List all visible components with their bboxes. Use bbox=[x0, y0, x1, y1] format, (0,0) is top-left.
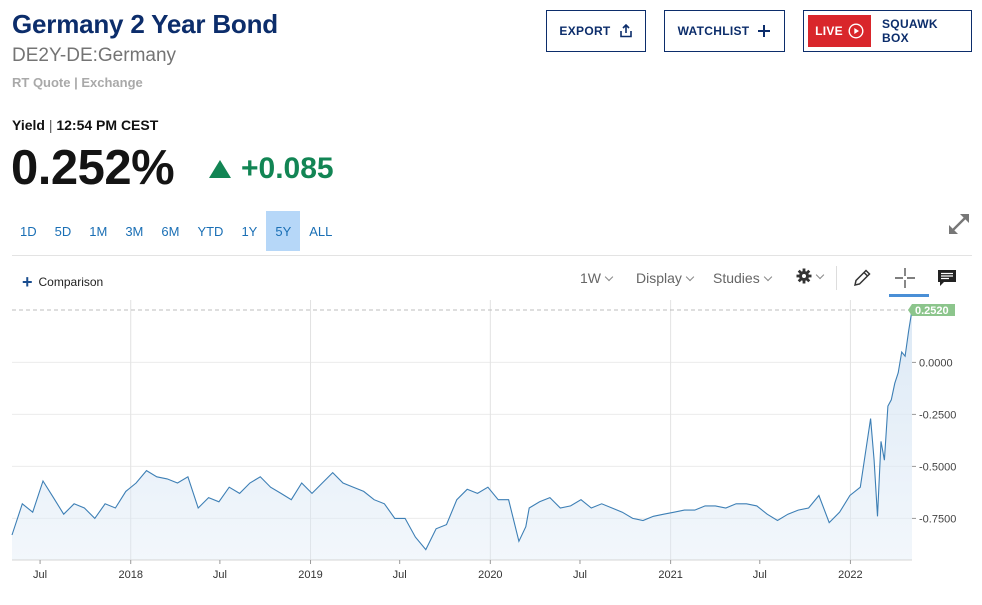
quote-type: Yield bbox=[12, 117, 45, 133]
range-3m-button[interactable]: 3M bbox=[125, 223, 144, 239]
gear-icon bbox=[796, 268, 812, 284]
notes-icon[interactable] bbox=[935, 266, 959, 290]
range-all-button[interactable]: ALL bbox=[309, 223, 333, 239]
play-circle-icon bbox=[848, 23, 864, 39]
yield-chart[interactable]: 0.2520 0.0000 -0.2500 -0.5000 -0.7500 Jul 2018… bbox=[0, 296, 982, 605]
range-1d-button[interactable]: 1D bbox=[20, 223, 37, 239]
page-title: Germany 2 Year Bond bbox=[12, 9, 278, 39]
plus-icon bbox=[758, 25, 771, 37]
settings-dropdown[interactable] bbox=[796, 268, 825, 284]
expand-icon[interactable] bbox=[946, 211, 972, 237]
quote-source-label: RT Quote | Exchange bbox=[12, 75, 143, 90]
x-tick-label: 2018 bbox=[118, 569, 142, 581]
squawk-box-button[interactable]: LIVE SQUAWK BOX bbox=[803, 10, 972, 52]
live-label: LIVE bbox=[815, 24, 843, 38]
chevron-down-icon bbox=[763, 272, 772, 281]
display-dropdown[interactable]: Display bbox=[636, 270, 695, 286]
range-6m-button[interactable]: 6M bbox=[161, 223, 180, 239]
y-tick-label: -0.7500 bbox=[919, 513, 956, 525]
interval-label: 1W bbox=[580, 270, 601, 286]
last-price: 0.252% bbox=[11, 141, 175, 195]
x-tick-label: 2021 bbox=[658, 569, 682, 581]
studies-label: Studies bbox=[713, 270, 760, 286]
x-tick-label: Jul bbox=[213, 569, 227, 581]
quote-meta: Yield | 12:54 PM CEST bbox=[12, 117, 158, 133]
plus-icon: + bbox=[22, 272, 33, 292]
x-tick-label: Jul bbox=[573, 569, 587, 581]
price-change-value: +0.085 bbox=[241, 152, 334, 185]
last-value-label: 0.2520 bbox=[915, 305, 949, 317]
range-ytd-button[interactable]: YTD bbox=[197, 223, 224, 239]
watchlist-button[interactable]: WATCHLIST bbox=[664, 10, 785, 52]
x-tick-label: Jul bbox=[33, 569, 47, 581]
y-tick-label: -0.5000 bbox=[919, 461, 956, 473]
pencil-icon[interactable] bbox=[850, 266, 874, 290]
export-label: EXPORT bbox=[559, 24, 611, 38]
range-5d-button[interactable]: 5D bbox=[54, 223, 72, 239]
x-tick-label: Jul bbox=[393, 569, 407, 581]
series-area bbox=[12, 310, 912, 560]
range-1y-button[interactable]: 1Y bbox=[241, 223, 258, 239]
chevron-down-icon bbox=[604, 272, 614, 281]
last-value-tag bbox=[908, 303, 955, 316]
comparison-button[interactable]: + Comparison bbox=[22, 273, 103, 291]
up-arrow-icon bbox=[209, 160, 231, 178]
x-tick-label: 2020 bbox=[478, 569, 502, 581]
export-button[interactable]: EXPORT bbox=[546, 10, 646, 52]
watchlist-label: WATCHLIST bbox=[677, 24, 750, 38]
crosshair-icon[interactable] bbox=[893, 266, 917, 290]
interval-dropdown[interactable]: 1W bbox=[580, 270, 614, 286]
chevron-down-icon bbox=[815, 270, 825, 279]
symbol-label: DE2Y-DE:Germany bbox=[12, 45, 177, 66]
toolbar-divider bbox=[836, 266, 837, 290]
comparison-label: Comparison bbox=[38, 275, 104, 289]
range-5y-button[interactable]: 5Y bbox=[266, 211, 301, 251]
x-tick-label: 2019 bbox=[298, 569, 322, 581]
squawk-box-label: SQUAWK BOX bbox=[882, 17, 938, 45]
quote-separator: | bbox=[48, 117, 53, 133]
time-range-selector: 1D 5D 1M 3M 6M YTD 1Y 5Y ALL bbox=[11, 211, 341, 251]
crosshair-active-indicator bbox=[889, 294, 929, 297]
chevron-down-icon bbox=[685, 272, 695, 281]
x-tick-label: Jul bbox=[753, 569, 767, 581]
series-line bbox=[11, 309, 913, 551]
range-1m-button[interactable]: 1M bbox=[89, 223, 108, 239]
y-tick-label: 0.0000 bbox=[919, 357, 953, 369]
price-change: +0.085 bbox=[209, 152, 334, 186]
live-badge: LIVE bbox=[808, 15, 871, 47]
studies-dropdown[interactable]: Studies bbox=[713, 270, 772, 286]
y-tick-label: -0.2500 bbox=[919, 409, 956, 421]
display-label: Display bbox=[636, 270, 682, 286]
share-upload-icon bbox=[619, 24, 632, 38]
x-tick-label: 2022 bbox=[838, 569, 862, 581]
header-divider bbox=[12, 255, 972, 256]
quote-time: 12:54 PM CEST bbox=[56, 117, 159, 133]
